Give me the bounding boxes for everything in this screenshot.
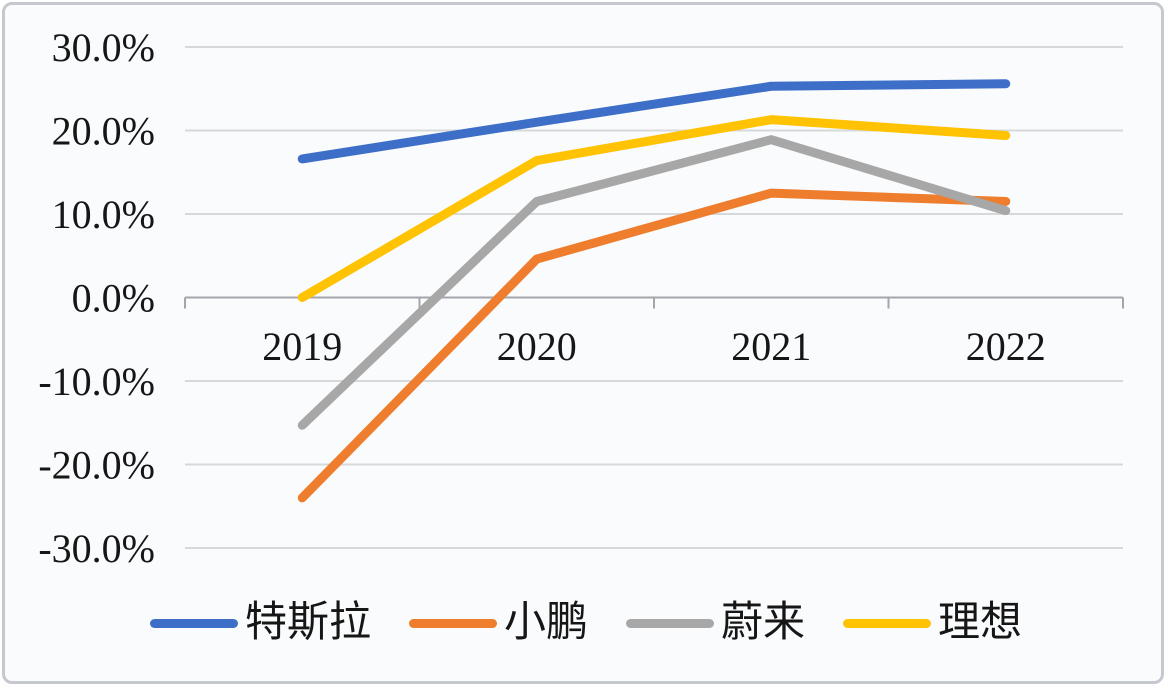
legend-item-理想: 理想 bbox=[843, 600, 1022, 646]
legend-label: 蔚来 bbox=[721, 600, 806, 646]
legend-swatch-icon bbox=[626, 618, 714, 628]
y-axis-label: -10.0% bbox=[38, 359, 155, 404]
legend-item-蔚来: 蔚来 bbox=[626, 600, 805, 646]
legend-item-小鹏: 小鹏 bbox=[408, 600, 588, 646]
y-axis-label: 30.0% bbox=[52, 25, 155, 70]
x-axis-label: 2022 bbox=[966, 324, 1046, 369]
series-line-特斯拉 bbox=[297, 79, 1011, 164]
y-axis-label: 0.0% bbox=[72, 276, 155, 321]
x-axis-label: 2021 bbox=[731, 324, 811, 369]
y-axis-label: 20.0% bbox=[52, 109, 155, 154]
legend-swatch-icon bbox=[149, 618, 238, 628]
legend-item-特斯拉: 特斯拉 bbox=[149, 600, 371, 646]
legend-swatch-icon bbox=[843, 618, 932, 628]
series-line-蔚来 bbox=[297, 135, 1011, 430]
series-line-小鹏 bbox=[297, 188, 1011, 503]
y-axis-label: 10.0% bbox=[52, 192, 155, 237]
chart-legend: 特斯拉 小鹏 蔚来 理想 bbox=[0, 600, 1172, 646]
series-line-理想 bbox=[297, 115, 1011, 302]
y-axis-label: -30.0% bbox=[38, 526, 155, 571]
legend-label: 理想 bbox=[938, 600, 1023, 646]
legend-label: 小鹏 bbox=[503, 600, 588, 646]
y-axis-label: -20.0% bbox=[38, 443, 155, 488]
legend-swatch-icon bbox=[408, 618, 497, 628]
legend-label: 特斯拉 bbox=[244, 600, 371, 646]
x-axis-label: 2020 bbox=[497, 324, 577, 369]
x-axis-label: 2019 bbox=[262, 324, 342, 369]
